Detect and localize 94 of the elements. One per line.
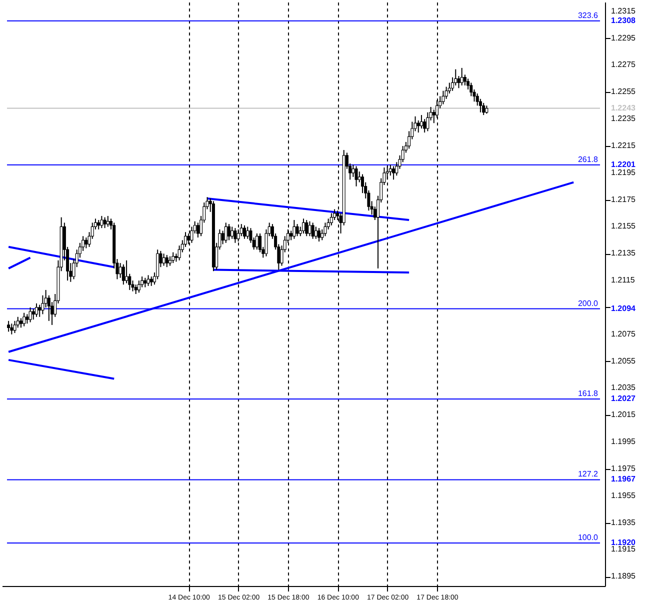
candlestick	[243, 224, 246, 240]
y-tick-label: 1.2155	[611, 222, 636, 231]
candlestick	[137, 280, 140, 294]
candlestick	[165, 254, 168, 268]
candlestick	[162, 253, 166, 266]
ref-line-label: 1.1967	[611, 474, 636, 484]
candlestick	[122, 264, 125, 286]
candlestick	[463, 74, 466, 86]
candlestick	[28, 306, 32, 323]
candlestick	[311, 222, 314, 240]
candlestick	[84, 236, 88, 249]
candlestick	[34, 302, 38, 318]
candlestick	[106, 215, 110, 228]
candlestick	[144, 277, 147, 288]
candlestick	[302, 218, 305, 234]
candlestick	[221, 230, 224, 245]
annotation: 200.0	[578, 298, 599, 308]
candlestick	[442, 90, 445, 105]
y-tick-label: 1.2115	[611, 276, 636, 285]
candlestick	[22, 312, 26, 327]
candlestick	[392, 166, 396, 180]
candlestick	[305, 219, 308, 237]
candlestick	[352, 164, 355, 178]
candlestick	[224, 222, 228, 244]
candlestick	[416, 120, 420, 134]
y-tick-label: 1.2175	[611, 194, 636, 204]
candlestick	[354, 166, 358, 187]
ref-line-label: 1.2243	[611, 103, 636, 112]
candlestick	[318, 228, 321, 242]
candlestick	[118, 262, 122, 278]
candlestick	[324, 222, 327, 237]
candlestick	[234, 228, 237, 244]
candlestick	[314, 226, 318, 240]
y-tick-label: 1.2295	[611, 33, 636, 42]
candlestick	[296, 224, 299, 237]
annotation: 323.6	[578, 10, 599, 20]
y-tick-label: 1.2235	[611, 114, 636, 124]
candlestick	[146, 274, 150, 286]
candlestick	[7, 320, 10, 332]
candlestick	[230, 226, 234, 240]
y-tick-label: 1.2195	[611, 168, 636, 177]
y-tick-label: 1.1915	[611, 544, 636, 554]
annotation: 127.2	[578, 470, 599, 479]
candlestick	[150, 276, 153, 286]
annotation: 261.8	[578, 154, 599, 164]
candlestick	[10, 323, 14, 335]
candlestick	[457, 76, 460, 89]
candlestick	[460, 67, 464, 86]
annotation: 100.0	[578, 532, 599, 542]
ref-line-label: 1.1920	[611, 538, 636, 547]
ref-line-label: 1.2094	[611, 304, 636, 313]
y-tick-label: 1.1935	[611, 518, 636, 527]
candlestick	[227, 224, 230, 241]
y-tick-label: 1.2015	[611, 410, 636, 420]
candlestick	[423, 118, 426, 134]
candlestick	[100, 215, 104, 229]
y-tick-label: 1.2135	[611, 248, 636, 258]
candlestick	[19, 318, 22, 328]
candlestick	[308, 220, 312, 237]
candlestick	[420, 114, 423, 129]
candlestick	[172, 252, 175, 264]
candlestick	[32, 308, 35, 320]
y-tick-label: 1.2215	[611, 140, 636, 150]
candlestick	[292, 219, 296, 240]
candlestick	[330, 212, 333, 226]
candlestick	[388, 164, 392, 176]
candlestick	[482, 102, 486, 116]
y-tick-label: 1.1995	[611, 437, 636, 446]
y-tick-label: 1.2255	[611, 87, 636, 96]
candlestick	[196, 222, 200, 238]
candlestick	[246, 226, 250, 240]
ref-line-label: 1.2201	[611, 160, 636, 169]
ref-line-label: 1.2027	[611, 394, 636, 403]
candlestick	[125, 260, 128, 284]
candlestick	[168, 256, 172, 266]
ref-line-label: 1.2308	[611, 16, 636, 25]
candlestick	[432, 109, 436, 124]
y-tick-label: 1.2275	[611, 60, 636, 70]
y-tick-label: 1.1895	[611, 572, 636, 581]
y-tick-label: 1.1955	[611, 490, 636, 500]
y-tick-label: 1.1975	[611, 464, 636, 473]
y-tick-label: 1.2035	[611, 383, 636, 392]
candlestick	[97, 219, 100, 230]
y-tick-label: 1.2075	[611, 329, 636, 338]
candlestick	[134, 284, 138, 294]
candlestick	[26, 314, 29, 324]
y-tick-label: 1.2055	[611, 356, 636, 366]
y-tick-label: 1.2315	[611, 6, 636, 16]
candlestick	[358, 171, 361, 183]
candlestick	[255, 232, 258, 250]
candlestick	[38, 304, 42, 318]
annotation: 161.8	[578, 388, 599, 398]
candlestick	[103, 216, 106, 229]
candlestick	[13, 320, 16, 334]
